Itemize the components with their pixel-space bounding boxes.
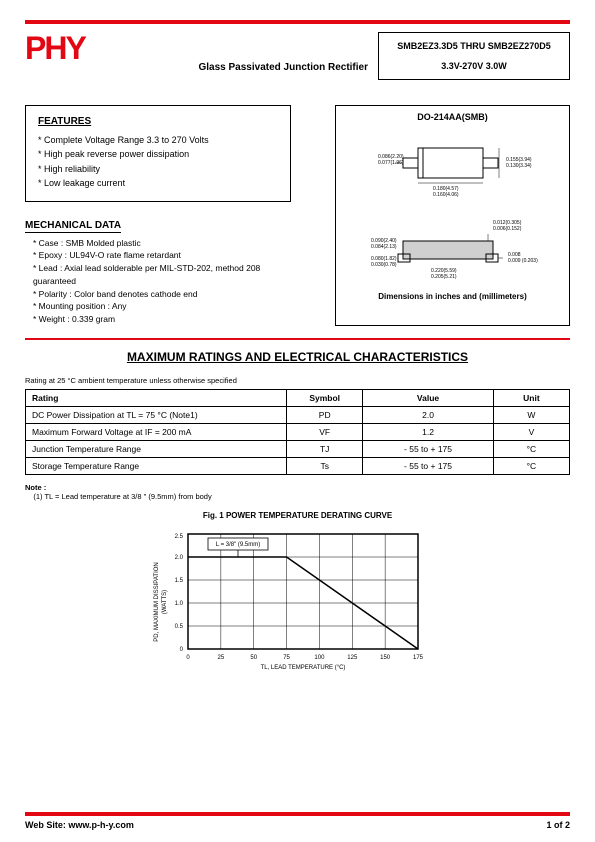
footer-website: Web Site: www.p-h-y.com (25, 820, 134, 830)
features-list: * Complete Voltage Range 3.3 to 270 Volt… (38, 133, 278, 191)
mechanical-title: MECHANICAL DATA (25, 220, 121, 233)
feature-item: * High reliability (38, 162, 278, 176)
mechanical-list: * Case : SMB Molded plastic * Epoxy : UL… (25, 237, 305, 326)
svg-text:2.5: 2.5 (174, 534, 183, 540)
svg-text:1.5: 1.5 (174, 578, 183, 584)
col-rating: Rating (26, 389, 287, 406)
mech-item: * Polarity : Color band denotes cathode … (33, 288, 305, 301)
red-divider (25, 338, 570, 340)
svg-text:0: 0 (179, 647, 183, 653)
svg-text:150: 150 (380, 655, 391, 661)
svg-text:0.5: 0.5 (174, 624, 183, 630)
derating-chart: PD, MAXIMUM DISSIPATION (WATTS) (148, 522, 448, 677)
dim-text: 0.084(2.13) (371, 244, 397, 250)
subtitle: Glass Passivated Junction Rectifier (95, 32, 368, 73)
mech-item: * Mounting position : Any (33, 300, 305, 313)
feature-item: * High peak reverse power dissipation (38, 147, 278, 161)
voltage-specs: 3.3V-270V 3.0W (389, 61, 559, 71)
chart-title: Fig. 1 POWER TEMPERATURE DERATING CURVE (25, 511, 570, 520)
svg-text:100: 100 (314, 655, 325, 661)
table-row: Maximum Forward Voltage at IF = 200 mA V… (26, 423, 570, 440)
chart-ylabel: PD, MAXIMUM DISSIPATION (154, 562, 160, 641)
top-view-diagram: 0.086(2.20) 0.077(1.96) 0.155(3.94) 0.13… (363, 128, 543, 208)
package-diagram-box: DO-214AA(SMB) 0.086(2.20) 0.077(1.96) 0.… (335, 105, 570, 326)
chart-container: PD, MAXIMUM DISSIPATION (WATTS) (25, 522, 570, 677)
feature-item: * Low leakage current (38, 176, 278, 190)
mech-item: * Weight : 0.339 gram (33, 313, 305, 326)
svg-text:125: 125 (347, 655, 358, 661)
table-header-row: Rating Symbol Value Unit (26, 389, 570, 406)
chart-annotation: L = 3/8" (9.5mm) (215, 542, 259, 548)
dim-text: 0.006(0.152) (493, 226, 522, 232)
dim-text: 0.205(5.21) (431, 274, 457, 280)
ratings-condition: Rating at 25 °C ambient temperature unle… (25, 376, 570, 385)
svg-text:1.0: 1.0 (174, 601, 183, 607)
svg-text:75: 75 (283, 655, 290, 661)
note-text: (1) TL = Lead temperature at 3/8 " (9.5m… (33, 492, 211, 501)
table-row: Junction Temperature Range TJ - 55 to + … (26, 440, 570, 457)
mech-item: * Lead : Axial lead solderable per MIL-S… (33, 262, 305, 288)
package-title: DO-214AA(SMB) (344, 112, 561, 122)
col-unit: Unit (493, 389, 569, 406)
logo: PHY (25, 32, 85, 64)
footer-page: 1 of 2 (546, 820, 570, 830)
header: PHY Glass Passivated Junction Rectifier … (25, 32, 570, 80)
part-info-box: SMB2EZ3.3D5 THRU SMB2EZ270D5 3.3V-270V 3… (378, 32, 570, 80)
features-title: FEATURES (38, 116, 278, 127)
table-row: DC Power Dissipation at TL = 75 °C (Note… (26, 406, 570, 423)
package-footer: Dimensions in inches and (millimeters) (344, 292, 561, 301)
ratings-title: MAXIMUM RATINGS AND ELECTRICAL CHARACTER… (25, 350, 570, 364)
col-symbol: Symbol (287, 389, 363, 406)
top-red-bar (25, 20, 570, 24)
table-row: Storage Temperature Range Ts - 55 to + 1… (26, 457, 570, 474)
footer-red-bar (25, 812, 570, 816)
package-diagram: 0.086(2.20) 0.077(1.96) 0.155(3.94) 0.13… (344, 128, 561, 286)
chart-ylabel2: (WATTS) (162, 590, 168, 614)
dim-text: 0.160(4.06) (433, 192, 459, 198)
dim-text: 0.030(0.78) (371, 262, 397, 268)
footer: Web Site: www.p-h-y.com 1 of 2 (25, 812, 570, 830)
svg-text:50: 50 (250, 655, 257, 661)
side-view-diagram: 0.090(2.40) 0.084(2.13) 0.080(1.82) 0.03… (363, 216, 543, 286)
mech-item: * Epoxy : UL94V-O rate flame retardant (33, 249, 305, 262)
dim-text: 0.009 (0.203) (508, 258, 538, 264)
feature-item: * Complete Voltage Range 3.3 to 270 Volt… (38, 133, 278, 147)
features-box: FEATURES * Complete Voltage Range 3.3 to… (25, 105, 291, 202)
svg-text:0: 0 (186, 655, 190, 661)
col-value: Value (363, 389, 494, 406)
note-section: Note : (1) TL = Lead temperature at 3/8 … (25, 483, 570, 501)
svg-text:2.0: 2.0 (174, 555, 183, 561)
mech-item: * Case : SMB Molded plastic (33, 237, 305, 250)
part-range: SMB2EZ3.3D5 THRU SMB2EZ270D5 (389, 41, 559, 51)
ratings-table: Rating Symbol Value Unit DC Power Dissip… (25, 389, 570, 475)
dim-text: 0.130(3.34) (506, 163, 532, 169)
note-label: Note : (25, 483, 46, 492)
mechanical-section: MECHANICAL DATA * Case : SMB Molded plas… (25, 220, 305, 326)
svg-text:175: 175 (412, 655, 423, 661)
chart-xlabel: TL, LEAD TEMPERATURE (°C) (260, 665, 345, 671)
svg-text:25: 25 (217, 655, 224, 661)
